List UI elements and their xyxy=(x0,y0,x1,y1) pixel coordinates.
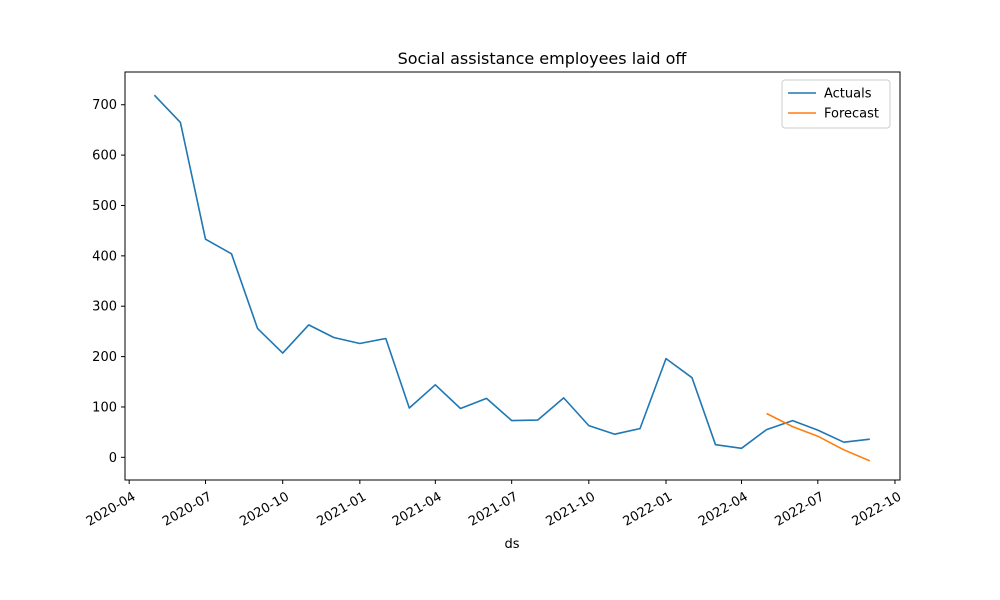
data-point-actuals xyxy=(459,407,463,411)
data-point-actuals xyxy=(791,419,795,423)
x-tick-label: 2021-10 xyxy=(543,489,598,529)
x-tick-label: 2022-04 xyxy=(696,489,751,529)
data-point-actuals xyxy=(307,323,311,327)
y-tick-label: 400 xyxy=(92,249,117,264)
legend-box xyxy=(781,79,891,129)
y-tick-label: 200 xyxy=(92,350,117,365)
x-tick-label: 2021-07 xyxy=(466,489,521,529)
x-tick-label: 2020-04 xyxy=(84,489,139,529)
y-tick-label: 300 xyxy=(92,300,117,315)
y-tick-label: 0 xyxy=(109,451,117,466)
plot-area: 0 100 200 300 400 500 600 700 2020-04 2020-07 2020… xyxy=(84,71,905,530)
y-tick-label: 700 xyxy=(92,98,117,113)
y-tick-label: 100 xyxy=(92,400,117,415)
x-tick-label: 2022-01 xyxy=(621,489,676,529)
data-point-actuals xyxy=(204,237,208,241)
plot-frame xyxy=(124,71,901,481)
x-tick-label: 2021-04 xyxy=(390,489,445,529)
x-tick-label: 2020-10 xyxy=(237,489,292,529)
data-point-actuals xyxy=(690,376,694,380)
data-point-actuals xyxy=(587,424,591,428)
data-point-actuals xyxy=(714,443,718,447)
data-point-actuals xyxy=(434,383,438,387)
data-point-forecast xyxy=(816,434,820,438)
data-point-forecast xyxy=(765,412,769,416)
data-point-actuals xyxy=(816,428,820,432)
data-point-actuals xyxy=(408,406,412,410)
x-tick-label: 2022-07 xyxy=(772,489,827,529)
data-point-actuals xyxy=(179,121,183,125)
data-point-forecast xyxy=(842,448,846,452)
data-point-actuals xyxy=(332,336,336,340)
legend-label-actuals: Actuals xyxy=(824,87,872,102)
series-line-forecast xyxy=(766,412,871,462)
data-point-actuals xyxy=(281,351,285,355)
x-tick-label: 2020-07 xyxy=(160,489,215,529)
data-point-forecast xyxy=(791,425,795,429)
data-point-actuals xyxy=(510,419,514,423)
y-tick-label: 600 xyxy=(92,149,117,164)
y-tick-label: 500 xyxy=(92,199,117,214)
data-point-actuals xyxy=(613,432,617,436)
legend: Actuals Forecast xyxy=(781,79,891,129)
data-point-actuals xyxy=(536,418,540,422)
data-point-forecast xyxy=(868,459,872,463)
data-point-actuals xyxy=(562,396,566,400)
data-point-actuals xyxy=(153,93,157,97)
chart-title: Social assistance employees laid off xyxy=(398,49,688,68)
data-point-actuals xyxy=(842,440,846,444)
x-tick-label: 2021-01 xyxy=(314,489,369,529)
data-point-actuals xyxy=(765,428,769,432)
data-point-actuals xyxy=(740,446,744,450)
x-axis-label: ds xyxy=(504,537,519,552)
data-point-actuals xyxy=(256,327,260,331)
data-point-actuals xyxy=(358,342,362,346)
series-line-actuals xyxy=(153,94,870,450)
legend-label-forecast: Forecast xyxy=(824,107,879,122)
x-tick-label: 2022-10 xyxy=(850,489,905,529)
data-point-actuals xyxy=(485,397,489,401)
data-point-actuals xyxy=(638,427,642,431)
data-point-actuals xyxy=(230,252,234,256)
data-point-actuals xyxy=(664,357,668,361)
data-point-actuals xyxy=(384,337,388,341)
data-point-actuals xyxy=(868,437,872,441)
